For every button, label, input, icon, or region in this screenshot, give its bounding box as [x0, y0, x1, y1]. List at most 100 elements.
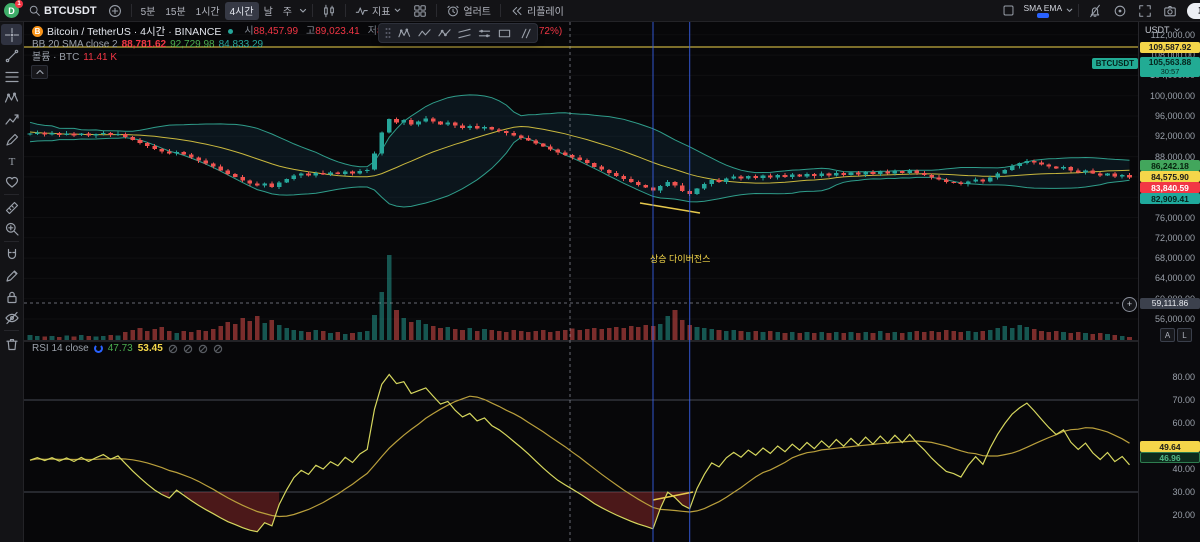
bell-off-icon [1090, 4, 1101, 17]
symbol-search-button[interactable]: BTCUSDT [23, 2, 102, 20]
indicator-template-button[interactable]: SMA EMA [1021, 3, 1064, 18]
price-badge-teal[interactable]: 82,909.41 [1140, 193, 1200, 204]
tool-lock-drawings[interactable] [1, 286, 22, 307]
float-tool-xabcd-pattern[interactable] [398, 27, 411, 40]
price-badge-yellow[interactable]: 84,575.90 [1140, 171, 1200, 182]
fullscreen-button[interactable] [1133, 2, 1157, 20]
price-tick: 76,000.00 [1154, 212, 1195, 223]
panel-square-button[interactable] [997, 2, 1020, 20]
timeframe-4시간[interactable]: 4시간 [224, 1, 259, 20]
tool-ruler[interactable] [1, 197, 22, 218]
camera-icon [1164, 5, 1176, 16]
text-icon: T [8, 156, 15, 168]
float-tool-rectangle[interactable] [498, 27, 511, 40]
notification-badge: 1 [15, 0, 23, 8]
timeframe-주[interactable]: 주 [282, 7, 292, 18]
currency-label: USDT [1145, 25, 1170, 35]
float-tool-parallel-lines[interactable] [518, 27, 531, 40]
indicators-icon [355, 6, 368, 15]
hide-drawings-icon [4, 311, 19, 324]
rsi-ma-value: 47.73 [107, 343, 133, 354]
price-tick: 68,000.00 [1154, 253, 1195, 264]
chevron-up-icon [35, 69, 44, 75]
bb-lower-value: 84,833.29 [218, 38, 264, 50]
parallel-lines-icon [521, 28, 531, 38]
tool-forecast[interactable] [1, 108, 22, 129]
chart-area[interactable]: 상승 다이버전스 B Bitcoin / TetherUS · 4시간 · BI… [24, 22, 1138, 542]
float-tool-flat-channel[interactable] [478, 27, 491, 40]
mute-alerts-button[interactable] [1083, 2, 1107, 20]
price-axis[interactable]: USDT 112,000.00108,000.00104,000.00100,0… [1091, 22, 1200, 542]
chart-canvas[interactable]: 상승 다이버전스 [24, 22, 1138, 542]
rsi-hide-icon[interactable] [168, 344, 178, 354]
tool-drawing-mode[interactable] [1, 265, 22, 286]
float-tool-zigzag[interactable] [418, 27, 431, 40]
currency-selector[interactable]: USDT [1145, 25, 1181, 35]
template-badge [1036, 12, 1049, 18]
floating-drawing-toolbar [378, 23, 538, 43]
legend-collapse-button[interactable] [31, 65, 48, 79]
rsi-badge-greenD[interactable]: 46.96 [1140, 452, 1200, 464]
tool-brush[interactable] [1, 129, 22, 150]
price-tick: 112,000.00 [1150, 29, 1195, 40]
price-badge-red[interactable]: 83,840.59 [1140, 182, 1200, 193]
float-tool-zigzag-points[interactable] [438, 27, 451, 40]
lock-drawings-icon [6, 291, 17, 303]
rsi-tick: 80.00 [1172, 372, 1195, 382]
publish-button[interactable]: 퍼블리시 [1187, 2, 1200, 19]
volume-legend-row[interactable]: 볼륨 · BTC 11.41 K [32, 51, 562, 64]
tool-hide-drawings[interactable] [1, 307, 22, 328]
tool-fib-retracement[interactable] [1, 66, 22, 87]
price-badge-countdown[interactable]: 105,563.88 30:57 [1140, 57, 1200, 78]
compare-add-button[interactable] [103, 2, 127, 20]
indicators-button[interactable]: 지표 [350, 2, 407, 20]
rsi-more-icon[interactable] [213, 344, 223, 354]
timeframe-5분[interactable]: 5분 [140, 7, 156, 18]
snapshot-button[interactable] [1158, 2, 1182, 20]
layout-grid-button[interactable] [408, 2, 432, 20]
log-scale-button[interactable]: L [1177, 328, 1192, 342]
series-title: Bitcoin / TetherUS · 4시간 · BINANCE [47, 25, 222, 38]
price-badge-green[interactable]: 86,242.18 [1140, 160, 1200, 171]
rsi-delete-icon[interactable] [198, 344, 208, 354]
market-status-dot [228, 29, 234, 34]
user-avatar[interactable]: D 1 [4, 0, 23, 18]
timeframe-chevron-icon[interactable] [298, 6, 308, 16]
tool-text[interactable]: T [1, 150, 22, 171]
alert-button[interactable]: 얼러트 [441, 2, 496, 20]
timeframe-15분[interactable]: 15분 [165, 7, 186, 18]
tool-delete-drawings[interactable] [1, 333, 22, 354]
tool-magnet[interactable] [1, 244, 22, 265]
tool-crosshair[interactable] [1, 24, 22, 45]
plus-circle-icon [108, 4, 121, 17]
svg-text:T: T [8, 156, 15, 168]
rsi-legend[interactable]: RSI 14 close 47.73 53.45 [32, 343, 223, 354]
tool-emoji[interactable] [1, 171, 22, 192]
tool-zoom-in[interactable] [1, 218, 22, 239]
bb-title: BB 20 SMA close 2 [32, 38, 118, 50]
fullscreen-icon [1139, 4, 1151, 17]
open-label: 시 [244, 25, 254, 37]
price-badge-gray[interactable]: 59,111.86 [1140, 297, 1200, 309]
float-tool-parallel-channel[interactable] [458, 27, 471, 40]
timeframe-날[interactable]: 날 [263, 7, 273, 18]
rsi-settings-icon[interactable] [183, 344, 193, 354]
chart-type-button[interactable] [317, 2, 341, 20]
tool-trendline[interactable] [1, 45, 22, 66]
bb-legend-row[interactable]: BB 20 SMA close 2 88,781.62 92,729.98 84… [32, 38, 562, 51]
divergence-annotation[interactable]: 상승 다이버전스 [650, 254, 710, 264]
add-alert-plus-icon[interactable]: + [1122, 296, 1137, 312]
delete-drawings-icon [5, 338, 18, 350]
bb-basis-value: 88,781.62 [121, 38, 167, 50]
rsi-badge-yellow[interactable]: 49.64 [1140, 441, 1200, 453]
brush-icon [5, 133, 18, 146]
chevron-down-icon [395, 8, 401, 12]
template-chevron-icon[interactable] [1065, 6, 1074, 15]
auto-scale-button[interactable]: A [1160, 328, 1175, 342]
replay-button[interactable]: 리플레이 [505, 2, 569, 20]
timeframe-1시간[interactable]: 1시간 [195, 7, 220, 18]
record-button[interactable] [1108, 2, 1132, 20]
tool-xabcd-pattern[interactable] [1, 87, 22, 108]
price-badge-yellow[interactable]: 109,587.92 [1140, 41, 1200, 53]
drag-handle-icon[interactable] [385, 27, 391, 39]
